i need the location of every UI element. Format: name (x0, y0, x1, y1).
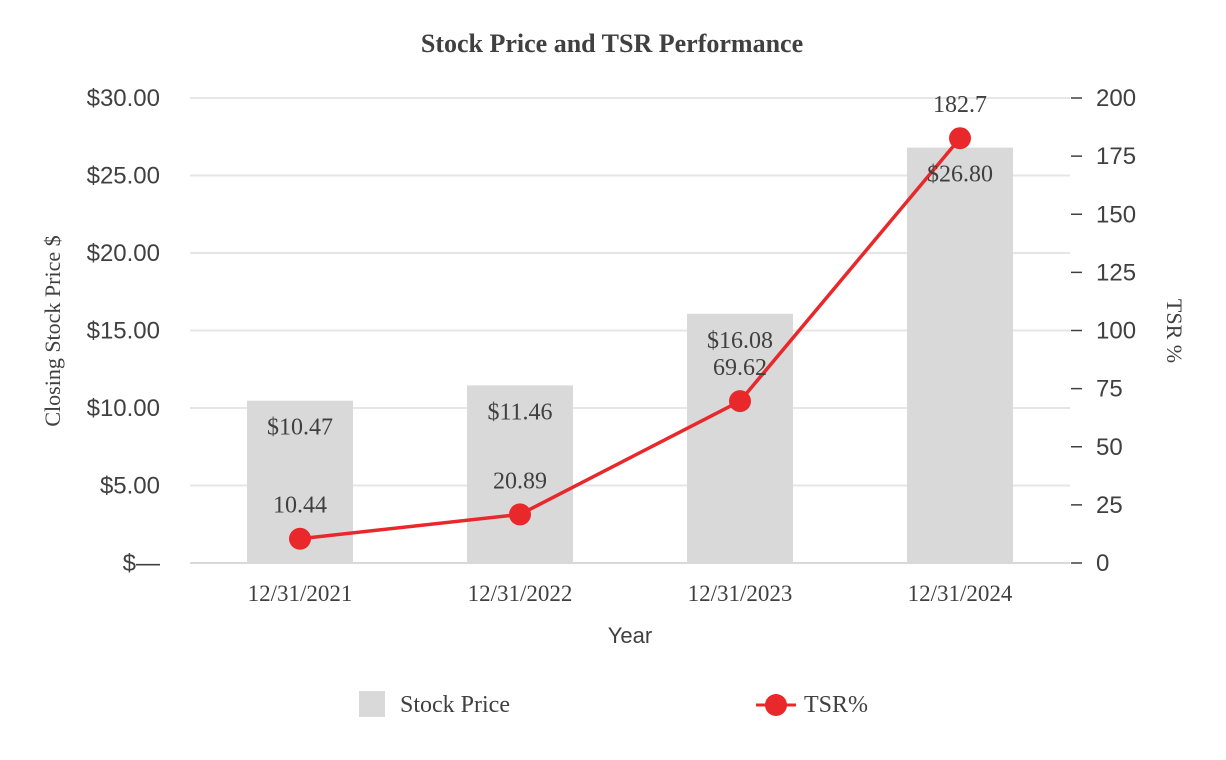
data-labels: $10.47 $11.46 $16.08 $26.80 10.44 20.89 69.62 1… (267, 92, 993, 519)
y-axis-title: Closing Stock Price $ (40, 235, 65, 426)
x-tick-label: 12/31/2022 (468, 581, 573, 606)
y-tick-label: $25.00 (87, 163, 160, 190)
bar-data-label: $10.47 (267, 415, 333, 441)
tsr-marker (289, 527, 311, 550)
y2-tick-label: 200 (1096, 85, 1136, 112)
right-axis: 0 25 50 75 100 125 150 175 200 (1071, 85, 1136, 577)
bar (907, 147, 1013, 563)
legend-swatch-stock-price (359, 691, 385, 717)
y2-tick-label: 50 (1096, 434, 1123, 461)
left-axis: $— $5.00 $10.00 $15.00 $20.00 $25.00 $30.00 (87, 85, 160, 577)
y-tick-label: $30.00 (87, 85, 160, 112)
chart-title: Stock Price and TSR Performance (421, 29, 803, 58)
bar-data-label: $11.46 (487, 399, 552, 425)
tsr-data-label: 69.62 (713, 355, 767, 381)
legend-label-stock-price: Stock Price (400, 692, 510, 718)
line-series (289, 127, 971, 550)
tsr-data-label: 182.7 (933, 92, 987, 118)
y-tick-label: $— (123, 550, 160, 577)
x-tick-label: 12/31/2024 (908, 581, 1013, 606)
y-tick-label: $5.00 (100, 473, 160, 500)
y2-tick-label: 75 (1096, 376, 1123, 403)
tsr-line (299, 137, 962, 541)
bar-series (247, 147, 1013, 563)
y2-tick-label: 25 (1096, 492, 1123, 519)
x-axis: 12/31/2021 12/31/2022 12/31/2023 12/31/2024 (248, 581, 1013, 606)
y2-tick-label: 175 (1096, 143, 1136, 170)
tsr-data-label: 10.44 (273, 493, 327, 519)
tsr-marker (729, 390, 751, 413)
y2-axis-title: TSR % (1162, 299, 1187, 363)
x-tick-label: 12/31/2023 (688, 581, 793, 606)
tsr-marker (509, 503, 531, 526)
bar-data-label: $16.08 (707, 328, 773, 354)
legend-label-tsr: TSR% (804, 692, 868, 718)
x-tick-label: 12/31/2021 (248, 581, 353, 606)
bar (687, 313, 793, 563)
y-tick-label: $15.00 (87, 318, 160, 345)
tsr-data-label: 20.89 (493, 468, 547, 494)
x-axis-title: Year (608, 623, 652, 648)
y2-tick-label: 100 (1096, 318, 1136, 345)
y-tick-label: $10.00 (87, 395, 160, 422)
y-tick-label: $20.00 (87, 240, 160, 267)
y2-tick-label: 150 (1096, 201, 1136, 228)
bar-data-label: $26.80 (927, 162, 993, 188)
bar (467, 385, 573, 563)
tsr-marker (949, 127, 971, 150)
legend: Stock Price TSR% (359, 691, 868, 718)
y2-tick-label: 125 (1096, 259, 1136, 286)
legend-marker-tsr (765, 694, 787, 716)
y2-tick-label: 0 (1096, 550, 1109, 577)
